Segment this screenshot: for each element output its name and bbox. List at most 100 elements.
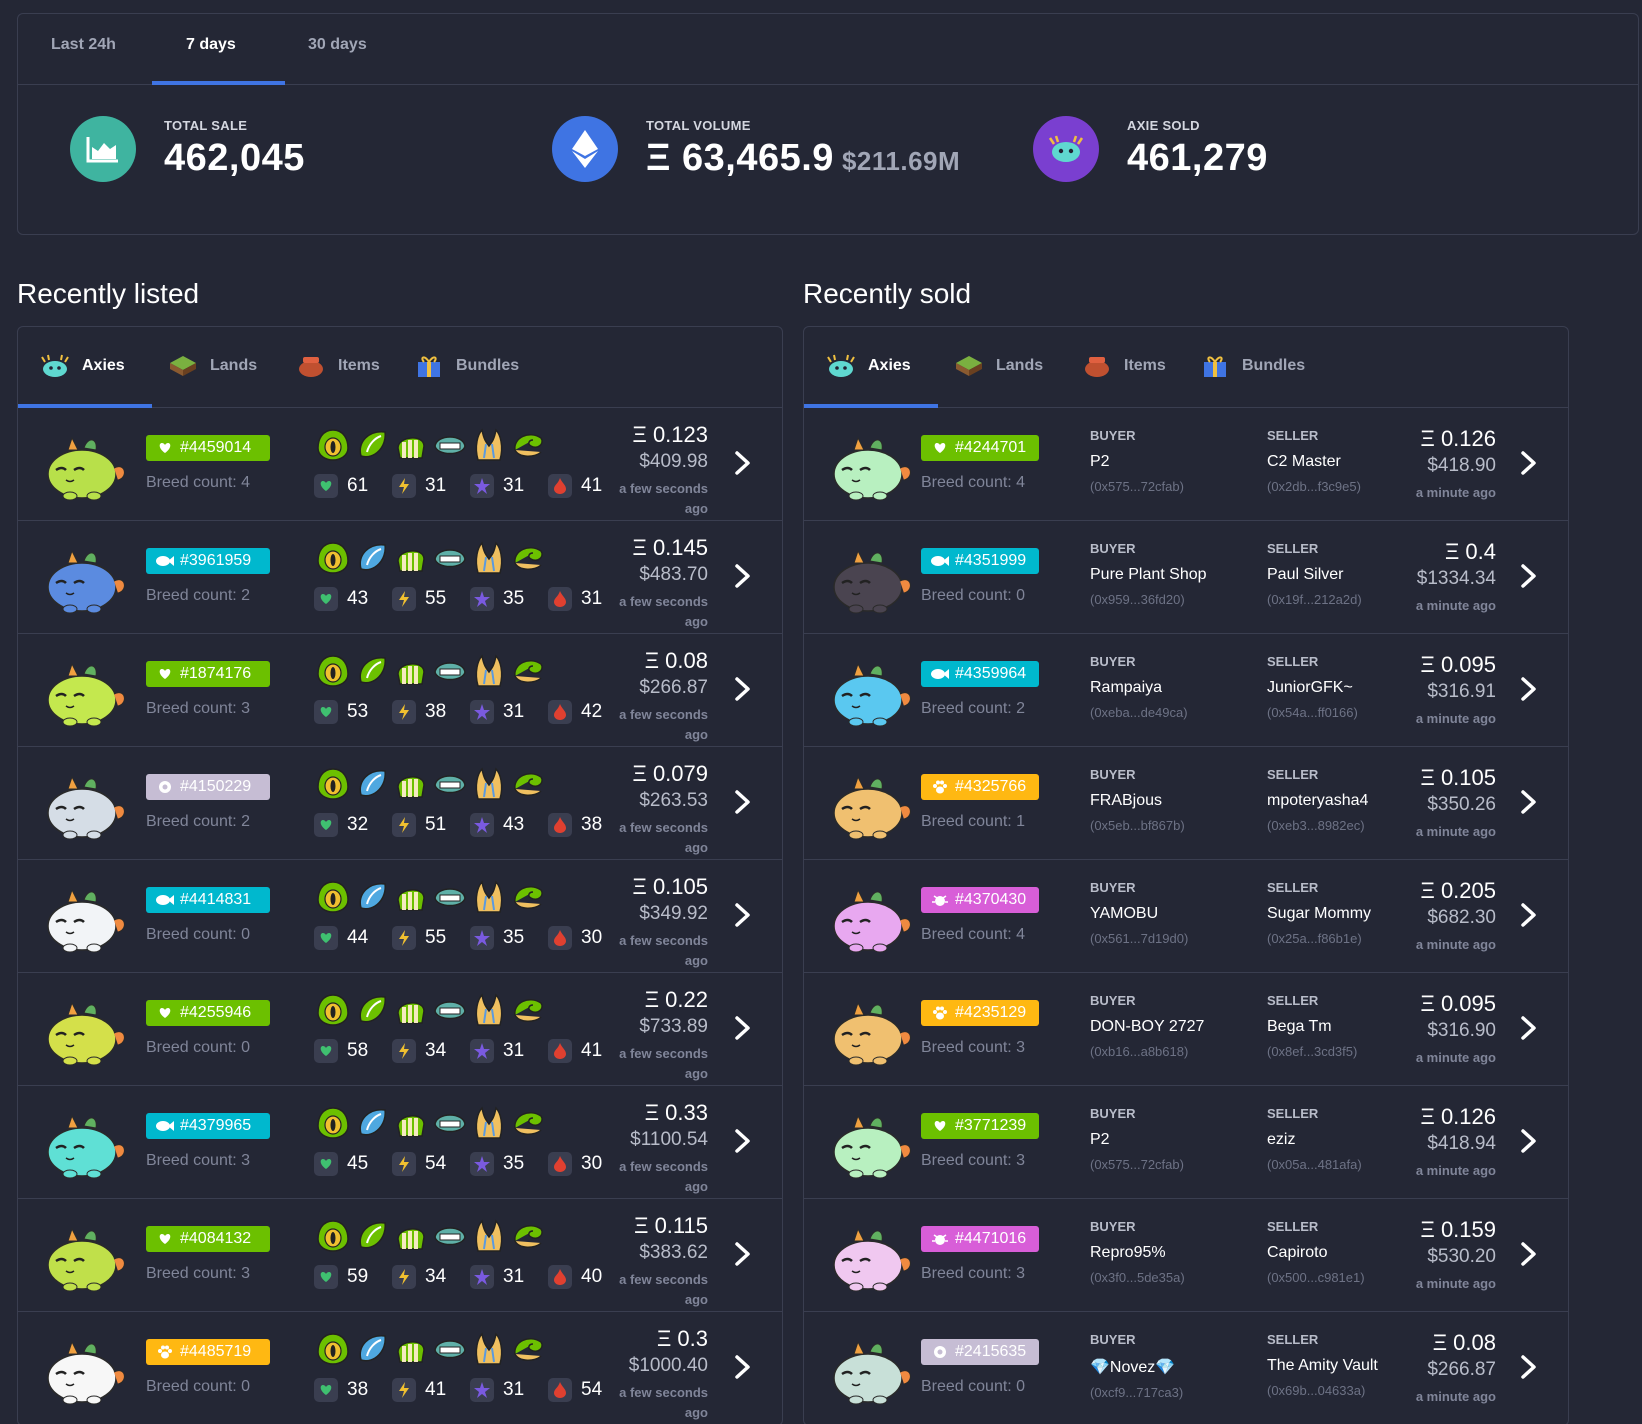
seller-name[interactable]: mpoteryasha4 bbox=[1267, 792, 1369, 809]
buyer-name[interactable]: 💎Novez💎 bbox=[1090, 1359, 1176, 1376]
buyer-name[interactable]: P2 bbox=[1090, 1131, 1110, 1148]
seller-info: SELLER eziz (0x05a...481afa) bbox=[1267, 1106, 1362, 1172]
chevron-right-icon[interactable] bbox=[734, 902, 752, 928]
sale-row[interactable]: #2415635 Breed count: 0 BUYER 💎Novez💎 (0xcf9… bbox=[804, 1312, 1568, 1424]
buyer-name[interactable]: Repro95% bbox=[1090, 1244, 1166, 1261]
listing-row[interactable]: #4459014 Breed count: 4 61 31 31 41 Ξ 0.123 $40… bbox=[18, 408, 782, 521]
tab-axies[interactable]: Axies bbox=[826, 353, 911, 379]
skill-icon bbox=[470, 1152, 494, 1176]
chevron-right-icon[interactable] bbox=[734, 1128, 752, 1154]
seller-name[interactable]: Paul Silver bbox=[1267, 566, 1344, 583]
listing-row[interactable]: #4485719 Breed count: 0 38 41 31 54 Ξ 0.3 $1000… bbox=[18, 1312, 782, 1424]
sale-row[interactable]: #4370430 Breed count: 4 BUYER YAMOBU (0x561.… bbox=[804, 860, 1568, 973]
buyer-address: (0xb16...a8b618) bbox=[1090, 1044, 1189, 1059]
chevron-right-icon[interactable] bbox=[1520, 1128, 1538, 1154]
chevron-right-icon[interactable] bbox=[1520, 902, 1538, 928]
chevron-right-icon[interactable] bbox=[1520, 450, 1538, 476]
seller-label: SELLER bbox=[1267, 993, 1319, 1008]
price: Ξ 0.105 $350.26 a minute ago bbox=[1396, 765, 1496, 842]
price: Ξ 0.159 $530.20 a minute ago bbox=[1396, 1217, 1496, 1294]
axie-image bbox=[824, 874, 916, 958]
chevron-right-icon[interactable] bbox=[1520, 1241, 1538, 1267]
tab-axies[interactable]: Axies bbox=[40, 353, 125, 379]
usd-price: $733.89 bbox=[639, 1016, 708, 1037]
sale-row[interactable]: #4325766 Breed count: 1 BUYER FRABjous (0x5e… bbox=[804, 747, 1568, 860]
breed-count: Breed count: 3 bbox=[921, 1265, 1026, 1282]
buyer-name[interactable]: DON-BOY 2727 bbox=[1090, 1018, 1205, 1035]
chevron-right-icon[interactable] bbox=[1520, 1015, 1538, 1041]
sale-row[interactable]: #4235129 Breed count: 3 BUYER DON-BOY 2727 (… bbox=[804, 973, 1568, 1086]
seller-name[interactable]: eziz bbox=[1267, 1131, 1296, 1148]
chevron-right-icon[interactable] bbox=[734, 1354, 752, 1380]
tab-lands[interactable]: Lands bbox=[954, 353, 1043, 379]
chevron-right-icon[interactable] bbox=[1520, 789, 1538, 815]
tab-7-days[interactable]: 7 days bbox=[186, 36, 236, 53]
axie-id-badge: #4414831 bbox=[146, 887, 270, 913]
mouth-part-icon bbox=[394, 880, 428, 914]
seller-name[interactable]: C2 Master bbox=[1267, 453, 1341, 470]
buyer-name[interactable]: Rampaiya bbox=[1090, 679, 1163, 696]
chevron-right-icon[interactable] bbox=[734, 1241, 752, 1267]
seller-address: (0xeb3...8982ec) bbox=[1267, 818, 1365, 833]
usd-price: $263.53 bbox=[639, 790, 708, 811]
tab-bundles[interactable]: Bundles bbox=[1200, 353, 1305, 379]
horn-part-icon bbox=[472, 1219, 506, 1253]
speed-icon bbox=[392, 1039, 416, 1063]
speed-value: 38 bbox=[425, 701, 447, 722]
chevron-right-icon[interactable] bbox=[734, 1015, 752, 1041]
breed-count: Breed count: 2 bbox=[146, 587, 251, 604]
axie-id-badge: #3961959 bbox=[146, 548, 270, 574]
tab-lands[interactable]: Lands bbox=[168, 353, 257, 379]
chevron-right-icon[interactable] bbox=[734, 676, 752, 702]
chevron-right-icon[interactable] bbox=[1520, 1354, 1538, 1380]
listing-row[interactable]: #4150229 Breed count: 2 32 51 43 38 Ξ 0.079 $26… bbox=[18, 747, 782, 860]
tab-items[interactable]: Items bbox=[296, 353, 380, 379]
seller-name[interactable]: Capiroto bbox=[1267, 1244, 1328, 1261]
axie-id-badge: #4379965 bbox=[146, 1113, 270, 1139]
listing-row[interactable]: #4379965 Breed count: 3 45 54 35 30 Ξ 0.33 $110… bbox=[18, 1086, 782, 1199]
eth-price: Ξ 0.22 bbox=[644, 987, 708, 1012]
sale-row[interactable]: #4471016 Breed count: 3 BUYER Repro95% (0x3f… bbox=[804, 1199, 1568, 1312]
buyer-name[interactable]: P2 bbox=[1090, 453, 1110, 470]
sale-row[interactable]: #4359964 Breed count: 2 BUYER Rampaiya (0xeb… bbox=[804, 634, 1568, 747]
seller-name[interactable]: JuniorGFK~ bbox=[1267, 679, 1353, 696]
speed-icon bbox=[392, 1378, 416, 1402]
buyer-label: BUYER bbox=[1090, 767, 1136, 782]
buyer-address: (0xcf9...717ca3) bbox=[1090, 1385, 1184, 1400]
tab-items[interactable]: Items bbox=[1082, 353, 1166, 379]
seller-name[interactable]: Bega Tm bbox=[1267, 1018, 1332, 1035]
item-pot-icon bbox=[296, 353, 326, 379]
listing-row[interactable]: #4255946 Breed count: 0 58 34 31 41 Ξ 0.22 $733… bbox=[18, 973, 782, 1086]
tab-bundles[interactable]: Bundles bbox=[414, 353, 519, 379]
chevron-right-icon[interactable] bbox=[1520, 676, 1538, 702]
seller-address: (0x25a...f86b1e) bbox=[1267, 931, 1362, 946]
listing-row[interactable]: #4084132 Breed count: 3 59 34 31 40 Ξ 0.115 $38… bbox=[18, 1199, 782, 1312]
chevron-right-icon[interactable] bbox=[734, 789, 752, 815]
hp-stat: 44 bbox=[314, 926, 368, 950]
listing-row[interactable]: #3961959 Breed count: 2 43 55 35 31 Ξ 0.145 $48… bbox=[18, 521, 782, 634]
price: Ξ 0.095 $316.91 a minute ago bbox=[1396, 652, 1496, 729]
tab-30-days[interactable]: 30 days bbox=[308, 36, 367, 53]
tab-last-24h[interactable]: Last 24h bbox=[51, 36, 116, 53]
sale-row[interactable]: #3771239 Breed count: 3 BUYER P2 (0x575...72… bbox=[804, 1086, 1568, 1199]
chevron-right-icon[interactable] bbox=[1520, 563, 1538, 589]
chevron-right-icon[interactable] bbox=[734, 563, 752, 589]
axie-id: #4150229 bbox=[180, 778, 252, 795]
buyer-name[interactable]: YAMOBU bbox=[1090, 905, 1159, 922]
eyes-part-icon bbox=[316, 654, 350, 688]
buyer-label: BUYER bbox=[1090, 993, 1136, 1008]
chevron-right-icon[interactable] bbox=[734, 450, 752, 476]
buyer-name[interactable]: FRABjous bbox=[1090, 792, 1163, 809]
speed-value: 55 bbox=[425, 927, 447, 948]
axie-image bbox=[38, 648, 130, 732]
listing-row[interactable]: #4414831 Breed count: 0 44 55 35 30 Ξ 0.105 $34… bbox=[18, 860, 782, 973]
buyer-name[interactable]: Pure Plant Shop bbox=[1090, 566, 1207, 583]
seller-name[interactable]: Sugar Mommy bbox=[1267, 905, 1372, 922]
listing-row[interactable]: #1874176 Breed count: 3 53 38 31 42 Ξ 0.08 $266… bbox=[18, 634, 782, 747]
axie-id-badge: #2415635 bbox=[921, 1339, 1039, 1365]
seller-name[interactable]: The Amity Vault bbox=[1267, 1357, 1378, 1374]
breed-count: Breed count: 1 bbox=[921, 813, 1026, 830]
sale-row[interactable]: #4351999 Breed count: 0 BUYER Pure Plant Sh… bbox=[804, 521, 1568, 634]
axie-id-badge: #4359964 bbox=[921, 661, 1039, 687]
sale-row[interactable]: #4244701 Breed count: 4 BUYER P2 (0x575...72… bbox=[804, 408, 1568, 521]
